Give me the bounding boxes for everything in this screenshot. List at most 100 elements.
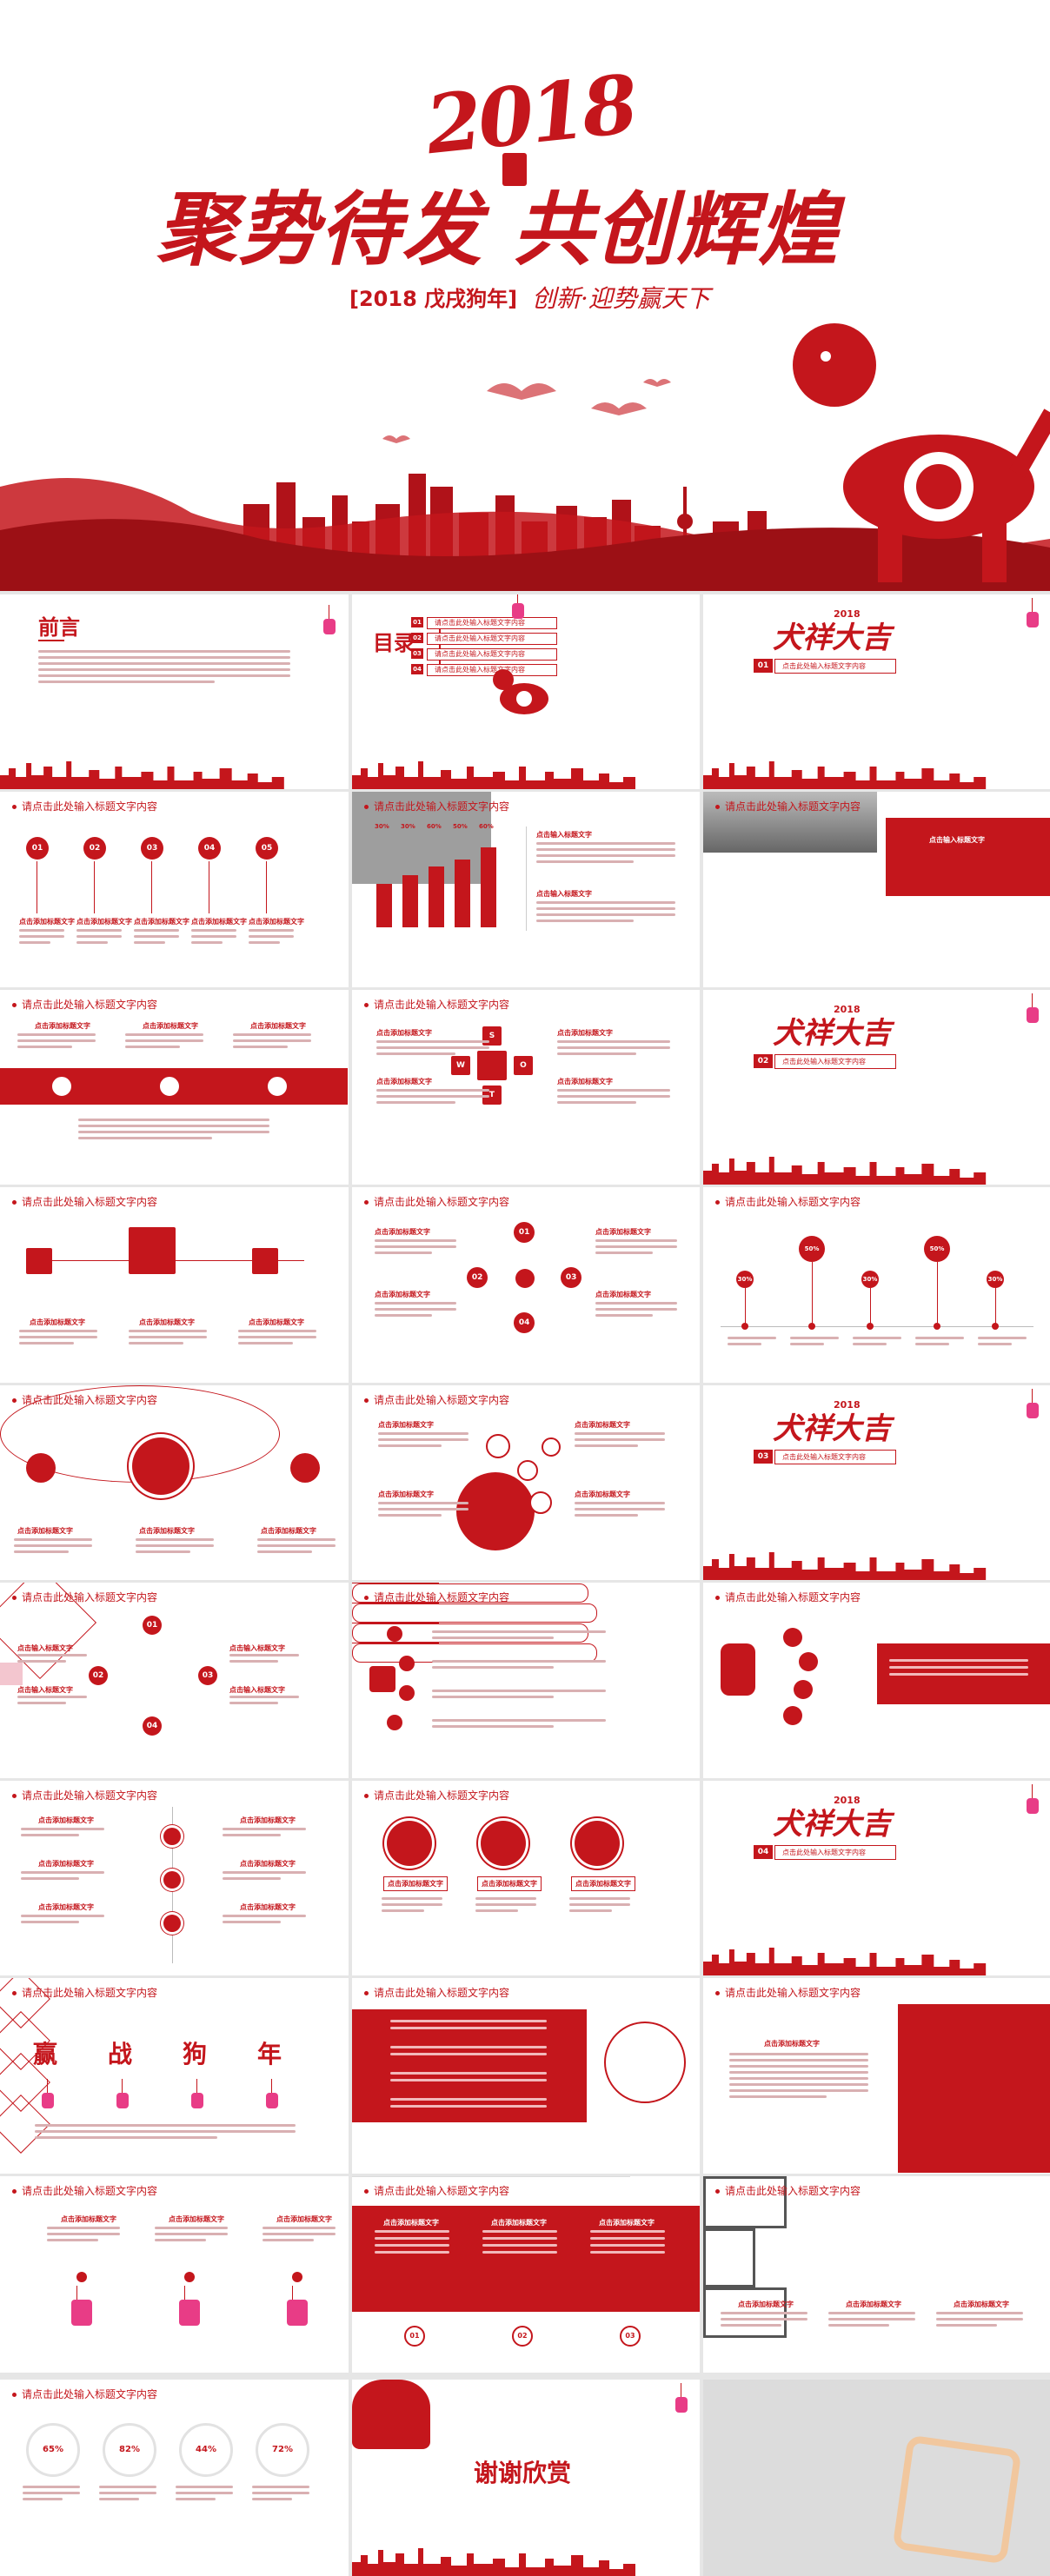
body-text-line: [47, 2227, 120, 2229]
section-logo-year: 2018: [834, 608, 861, 620]
bullet-dot: [352, 1978, 359, 1985]
slide-thumbnail[interactable]: 目录 01 请点击此处输入标题文字内容 02 请点击此处输入标题文字内容 03 请点击此处输…: [352, 594, 700, 789]
slide-thumbnail[interactable]: 请点击此处输入标题文字内容 点击添加标题文字 点击添加标题文字 点击添加标题文字: [703, 2176, 1050, 2373]
body-text-line: [47, 2233, 120, 2235]
lantern-icon: [179, 2286, 200, 2326]
slide-thumbnail[interactable]: 请点击此处输入标题文字内容 点击添加标题文字 点击添加标题文字 点击添加标题文字: [0, 990, 349, 1185]
slide-thumbnail[interactable]: 请点击此处输入标题文字内容: [352, 1978, 700, 2174]
column-caption: 点击添加标题文字: [954, 2300, 1009, 2308]
item-caption: 点击添加标题文字: [575, 1421, 630, 1429]
panel-text-line: [590, 2251, 665, 2254]
body-text-line: [262, 2227, 336, 2229]
slide-thumbnail[interactable]: 请点击此处输入标题文字内容 点击输入标题文字: [703, 792, 1050, 987]
slide-title: 请点击此处输入标题文字内容: [715, 1194, 861, 1209]
body-text-line: [17, 1046, 72, 1048]
toc-item[interactable]: 请点击此处输入标题文字内容: [427, 633, 557, 645]
body-text-line: [257, 1544, 336, 1547]
slide-thumbnail[interactable]: 请点击此处输入标题文字内容 点击添加标题文字 点击添加标题文字 点击添加标题文字 点击添…: [0, 1781, 349, 1975]
section-title-box[interactable]: 点击此处输入标题文字内容: [774, 1845, 896, 1860]
hero-subtitle-year: [2018 戊戌狗年]: [349, 287, 518, 311]
body-text-line: [78, 1125, 269, 1127]
toc-item[interactable]: 请点击此处输入标题文字内容: [427, 617, 557, 629]
slide-title: 请点击此处输入标题文字内容: [364, 1392, 509, 1407]
slide-thumbnail[interactable]: 请点击此处输入标题文字内容 点击添加标题文字 01 点击添加标题文字 02 点击添加标题文…: [352, 2176, 700, 2373]
section-title-box[interactable]: 点击此处输入标题文字内容: [774, 1450, 896, 1464]
section-logo-year: 2018: [834, 1004, 861, 1015]
slide-thumbnail[interactable]: 请点击此处输入标题文字内容赢 战 狗 年: [0, 1978, 349, 2174]
body-text-line: [78, 1131, 269, 1133]
slide-thumbnail[interactable]: 犬祥大吉 2018 04 点击此处输入标题文字内容: [703, 1781, 1050, 1975]
slide-thumbnail[interactable]: 犬祥大吉 2018 01 点击此处输入标题文字内容: [703, 594, 1050, 789]
body-text-line: [595, 1308, 677, 1311]
section-number: 02: [754, 1054, 773, 1068]
slide-thumbnail[interactable]: 请点击此处输入标题文字内容 01 02 03 04 点击添加标题文字 点击添加标题文字 点击添…: [352, 1187, 700, 1383]
body-text-line: [176, 2498, 216, 2500]
bar-label: 50%: [453, 823, 468, 830]
slide-thumbnail[interactable]: 请点击此处输入标题文字内容: [703, 1583, 1050, 1778]
body-text-line: [47, 2239, 98, 2241]
list-icon: [399, 1685, 415, 1701]
timeline-dot: [163, 1828, 181, 1845]
list-icon: [387, 1626, 402, 1642]
section-title-box[interactable]: 点击此处输入标题文字内容: [774, 659, 896, 674]
slide-title: 请点击此处输入标题文字内容: [12, 2387, 157, 2401]
slide-thumbnail[interactable]: 请点击此处输入标题文字内容 30% 50% 30% 50% 30%: [703, 1187, 1050, 1383]
slide-thumbnail[interactable]: 请点击此处输入标题文字内容 点击添加标题文字: [703, 1978, 1050, 2174]
home-icon: [26, 1453, 56, 1483]
circle-icon: [799, 1652, 818, 1671]
trophy-icon: [515, 1269, 535, 1288]
slide-thumbnail[interactable]: 请点击此处输入标题文字内容 65% 82% 44% 72%: [0, 2380, 349, 2576]
slide-thumbnail[interactable]: 前言: [0, 594, 349, 789]
body-text-line: [378, 1444, 442, 1447]
slide-title: 请点击此处输入标题文字内容: [12, 2183, 157, 2198]
panel-text-line: [390, 2027, 547, 2029]
list-item[interactable]: [352, 1603, 597, 1623]
section-logo-script: 犬祥大吉: [773, 621, 891, 655]
city-skyline-icon: [703, 1948, 987, 1975]
slide-thumbnail[interactable]: 请点击此处输入标题文字内容 点击添加标题文字 点击添加标题文字 点击添加标题文字 点击添…: [352, 1385, 700, 1580]
panel-text-line: [390, 2105, 547, 2108]
badge-number: 03: [565, 1273, 577, 1282]
slide-thumbnail[interactable]: 请点击此处输入标题文字内容 点击添加标题文字 点击添加标题文字 点击添加标题文字: [0, 2176, 349, 2373]
slide-thumbnail[interactable]: 请点击此处输入标题文字内容: [352, 1583, 700, 1778]
target-icon: [50, 1075, 73, 1098]
body-text-line: [790, 1337, 839, 1339]
slide-thumbnail[interactable]: 犬祥大吉 2018 02 点击此处输入标题文字内容: [703, 990, 1050, 1185]
toc-number: 02: [411, 633, 423, 643]
body-text-line: [828, 2312, 915, 2314]
body-text-line: [378, 1432, 469, 1435]
slide-thumbnail[interactable]: 请点击此处输入标题文字内容 01 02 03 04 点击输入标题文字 点击输入标题文字 点击输…: [0, 1583, 349, 1778]
info-caption: 点击输入标题文字: [536, 890, 592, 898]
list-item[interactable]: [352, 1623, 588, 1643]
circle-icon: [783, 1628, 802, 1647]
panel-text-line: [390, 2046, 547, 2048]
body-text-line: [134, 941, 166, 944]
slide-thumbnail[interactable]: 请点击此处输入标题文字内容 点击添加标题文字 点击添加标题文字 点击添加标题文字: [352, 1781, 700, 1975]
pin-dot: [867, 1323, 874, 1330]
toc-item[interactable]: 请点击此处输入标题文字内容: [427, 648, 557, 661]
slide-thumbnail[interactable]: 请点击此处输入标题文字内容 S O W T 点击添加标题文字 点击添加标题文字 点击添加标题文…: [352, 990, 700, 1185]
body-text-line: [21, 1921, 80, 1923]
slide-thumbnail[interactable]: 请点击此处输入标题文字内容 30% 30% 60% 50% 60% 点击输入标题文字 点击输入…: [352, 792, 700, 987]
slide-thumbnail[interactable]: 请点击此处输入标题文字内容 点击添加标题文字 点击添加标题文字 点击添加标题文字: [0, 1187, 349, 1383]
body-text-line: [475, 1909, 518, 1912]
item-caption: 点击添加标题文字: [240, 1903, 296, 1911]
trophy-icon: [252, 1248, 278, 1274]
slide-thumbnail[interactable]: 谢谢欣赏: [352, 2380, 700, 2576]
section-title-box[interactable]: 点击此处输入标题文字内容: [774, 1054, 896, 1069]
body-text-line: [536, 848, 675, 851]
slide-thumbnail[interactable]: 请点击此处输入标题文字内容 01 点击添加标题文字 02 点击添加标题文字 03 点击添加标…: [0, 792, 349, 987]
toc-item[interactable]: 请点击此处输入标题文字内容: [427, 664, 557, 676]
lantern-icon: [323, 605, 336, 634]
slide-thumbnail[interactable]: 犬祥大吉 2018 03 点击此处输入标题文字内容: [703, 1385, 1050, 1580]
watermark-logo-icon: [892, 2434, 1022, 2565]
slide-thumbnail[interactable]: 请点击此处输入标题文字内容 点击添加标题文字 点击添加标题文字 点击添加标题文字: [0, 1385, 349, 1580]
lantern-icon: [266, 2079, 278, 2108]
hero-cover-slide[interactable]: 2018 聚势待发 共创辉煌 [2018 戊戌狗年] 创新·迎势赢天下: [0, 0, 1050, 591]
slide-title: 请点击此处输入标题文字内容: [12, 799, 157, 813]
body-text-line: [21, 1871, 104, 1874]
body-text-line: [432, 1719, 606, 1722]
body-text-line: [19, 941, 51, 944]
step-circle: 04: [198, 837, 221, 860]
small-bubble: [529, 1491, 552, 1514]
